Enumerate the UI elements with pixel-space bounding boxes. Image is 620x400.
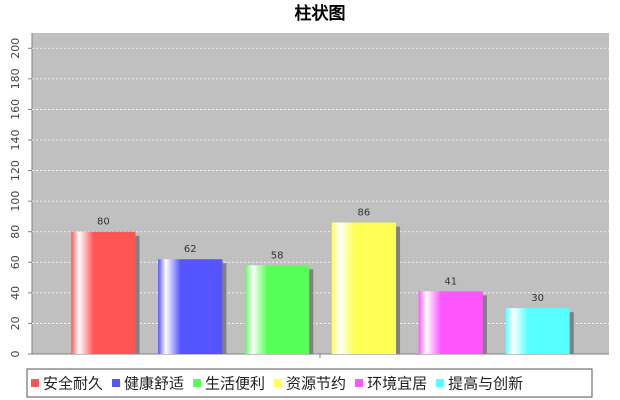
- y-tick-label: 120: [9, 160, 22, 181]
- bar: [158, 259, 223, 354]
- y-tick-label: 40: [9, 286, 22, 300]
- legend-swatch: [112, 379, 121, 387]
- y-tick-label: 20: [9, 316, 22, 330]
- y-tick-label: 180: [9, 68, 22, 89]
- legend-swatch: [31, 379, 39, 387]
- data-label: 80: [97, 217, 110, 228]
- bar: [244, 265, 310, 354]
- legend: [26, 368, 593, 398]
- data-label: 86: [358, 208, 371, 219]
- chart-title: 柱状图: [295, 3, 346, 24]
- legend-label: 安全耐久: [43, 375, 103, 393]
- bar: [331, 222, 397, 354]
- legend-label: 资源节约: [286, 375, 346, 393]
- legend-swatch: [436, 379, 445, 387]
- bar: [505, 308, 570, 354]
- legend-label: 环境宜居: [367, 375, 427, 393]
- data-label: 30: [531, 293, 544, 304]
- y-tick-label: 100: [9, 191, 22, 212]
- y-tick-label: 80: [9, 225, 22, 239]
- y-tick-label: 140: [9, 130, 22, 151]
- bar: [71, 231, 136, 354]
- data-label: 58: [271, 250, 284, 261]
- y-tick-label: 60: [9, 255, 22, 269]
- data-label: 41: [444, 276, 457, 287]
- data-label: 62: [184, 244, 197, 255]
- legend-swatch: [193, 379, 202, 387]
- legend-label: 生活便利: [205, 375, 265, 393]
- y-tick-label: 160: [9, 99, 22, 120]
- bar: [418, 291, 483, 354]
- legend-swatch: [355, 379, 364, 387]
- y-tick-label: 200: [9, 38, 22, 59]
- legend-label: 提高与创新: [448, 375, 523, 393]
- y-tick-label: 0: [9, 351, 22, 358]
- legend-label: 健康舒适: [124, 375, 184, 393]
- legend-swatch: [274, 379, 283, 387]
